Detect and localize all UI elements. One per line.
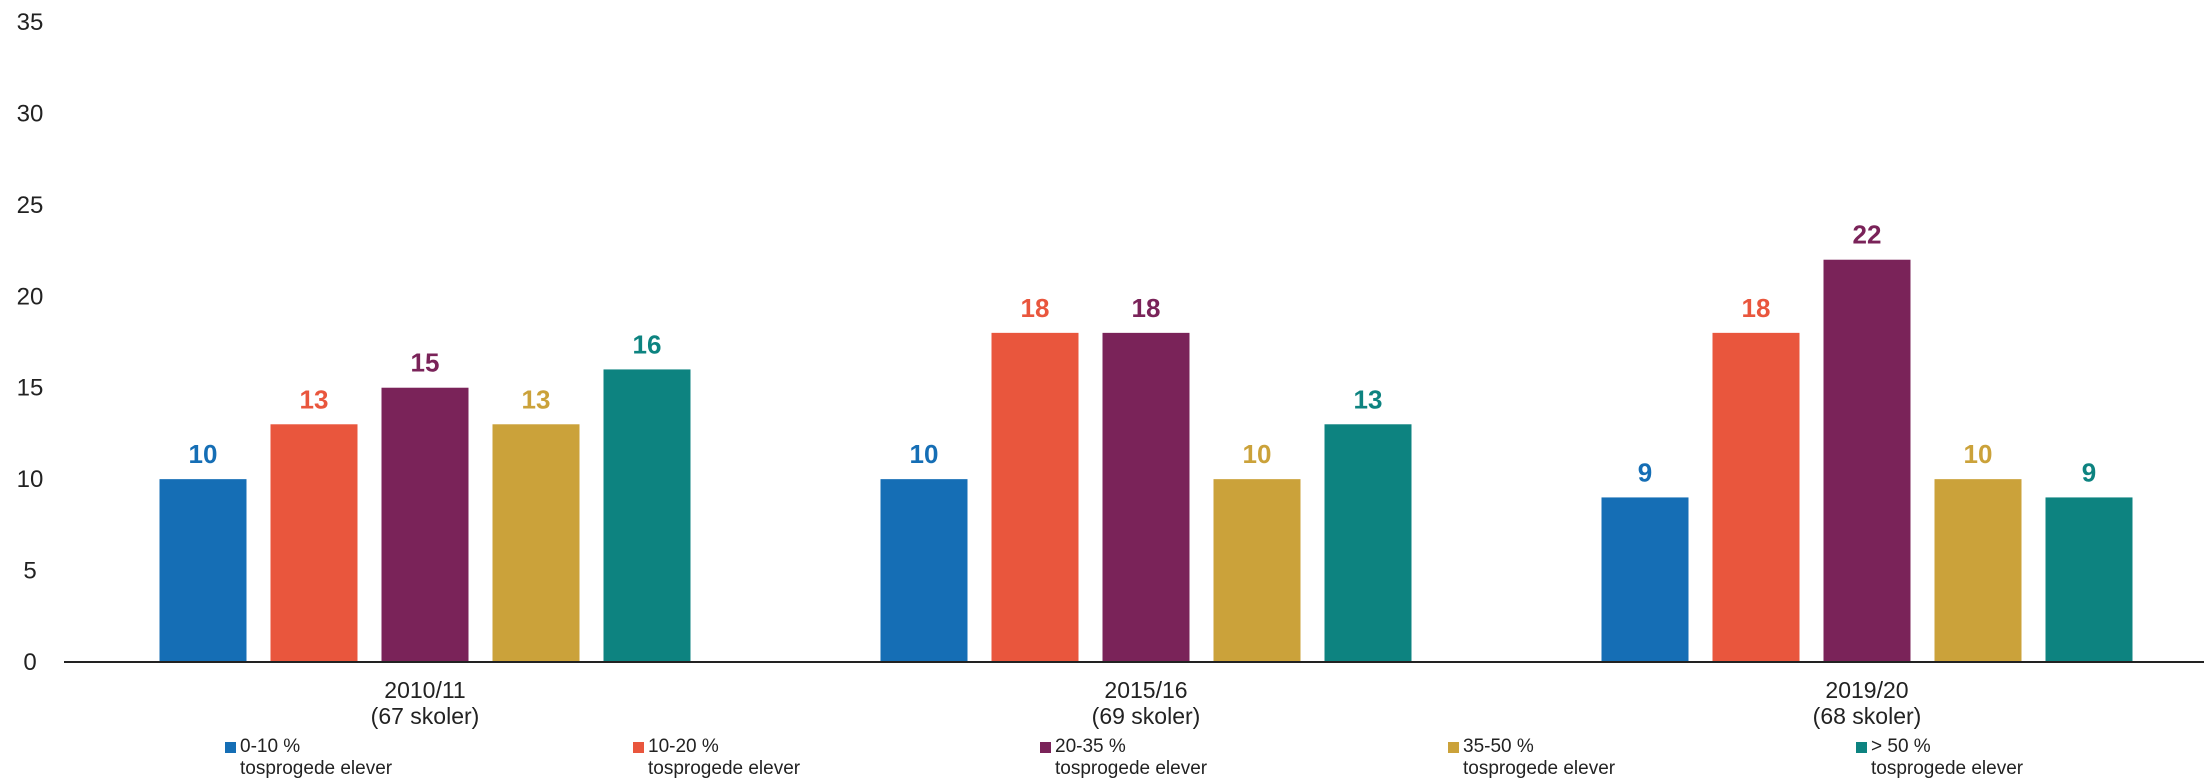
x-category-label: 2010/11 [384,677,465,703]
legend-item: 0-10 % tosprogede elever [225,736,392,780]
legend-sublabel: tosprogede elever [648,758,801,779]
legend-label: > 50 % [1871,736,1931,757]
bar-value-label: 10 [189,439,218,469]
bar-chart: 0 5 10 15 20 25 30 35 10 13 15 13 16 10 18 18 10 13 9 18 22… [17,9,2204,729]
y-tick-label: 10 [17,466,44,493]
bar [270,424,358,662]
bar [1712,332,1800,662]
legend-text: 0-10 % tosprogede elever [240,736,392,780]
legend-text: 20-35 % tosprogede elever [1055,736,1207,780]
bar [381,387,469,662]
bar-value-label: 22 [1853,220,1882,250]
bar [2045,497,2133,662]
y-tick-label: 25 [17,192,44,219]
bar-value-label: 16 [633,329,662,359]
x-category-sublabel: (67 skoler) [371,703,480,729]
legend-swatch [1448,742,1459,753]
bar [603,369,691,662]
legend-item: 35-50 % tosprogede elever [1448,736,1615,780]
x-axis-labels: 2010/11(67 skoler) 2015/16(69 skoler) 2019… [371,677,1922,729]
bar [1601,497,1689,662]
bar-value-label: 10 [1964,439,1993,469]
legend-sublabel: tosprogede elever [240,758,393,779]
y-tick-label: 30 [17,100,44,127]
bar [880,479,968,662]
x-category-label: 2015/16 [1104,677,1187,703]
legend-text: 35-50 % tosprogede elever [1463,736,1615,780]
x-category-sublabel: (69 skoler) [1092,703,1201,729]
legend-label: 35-50 % [1463,736,1534,757]
legend-sublabel: tosprogede elever [1463,758,1616,779]
bar [1823,259,1911,662]
legend-swatch [633,742,644,753]
bar-value-label: 18 [1742,293,1771,323]
legend-item: > 50 % tosprogede elever [1856,736,2023,780]
legend: 0-10 % tosprogede elever 10-20 % tosprogede… [0,736,2204,780]
legend-label: 0-10 % [240,736,301,757]
legend-text: 10-20 % tosprogede elever [648,736,800,780]
bar-value-label: 18 [1132,293,1161,323]
bar-value-label: 13 [1354,384,1383,414]
y-tick-label: 35 [17,9,44,36]
legend-swatch [1856,742,1867,753]
legend-swatch [225,742,236,753]
bar [991,332,1079,662]
bar [1934,479,2022,662]
y-tick-label: 20 [17,283,44,310]
y-tick-label: 0 [23,649,36,676]
bar-value-label: 13 [300,384,329,414]
bar-value-label: 13 [522,384,551,414]
bar-value-label: 15 [411,348,440,378]
value-labels-group: 10 13 15 13 16 10 18 18 10 13 9 18 22 10 9 [189,220,2097,488]
bar [1324,424,1412,662]
legend-sublabel: tosprogede elever [1871,758,2024,779]
bar [159,479,247,662]
bar [1213,479,1301,662]
bar [492,424,580,662]
bar [1102,332,1190,662]
bar-value-label: 9 [1638,457,1652,487]
x-category-sublabel: (68 skoler) [1813,703,1922,729]
legend-label: 20-35 % [1055,736,1126,757]
bar-value-label: 10 [910,439,939,469]
y-axis: 0 5 10 15 20 25 30 35 [17,9,44,676]
legend-item: 10-20 % tosprogede elever [633,736,800,780]
legend-text: > 50 % tosprogede elever [1871,736,2023,780]
legend-label: 10-20 % [648,736,719,757]
legend-sublabel: tosprogede elever [1055,758,1208,779]
bars-group [159,259,2133,662]
bar-value-label: 10 [1243,439,1272,469]
y-tick-label: 5 [23,558,36,585]
x-category-label: 2019/20 [1825,677,1908,703]
bar-value-label: 9 [2082,457,2096,487]
y-tick-label: 15 [17,375,44,402]
legend-item: 20-35 % tosprogede elever [1040,736,1207,780]
legend-swatch [1040,742,1051,753]
bar-value-label: 18 [1021,293,1050,323]
